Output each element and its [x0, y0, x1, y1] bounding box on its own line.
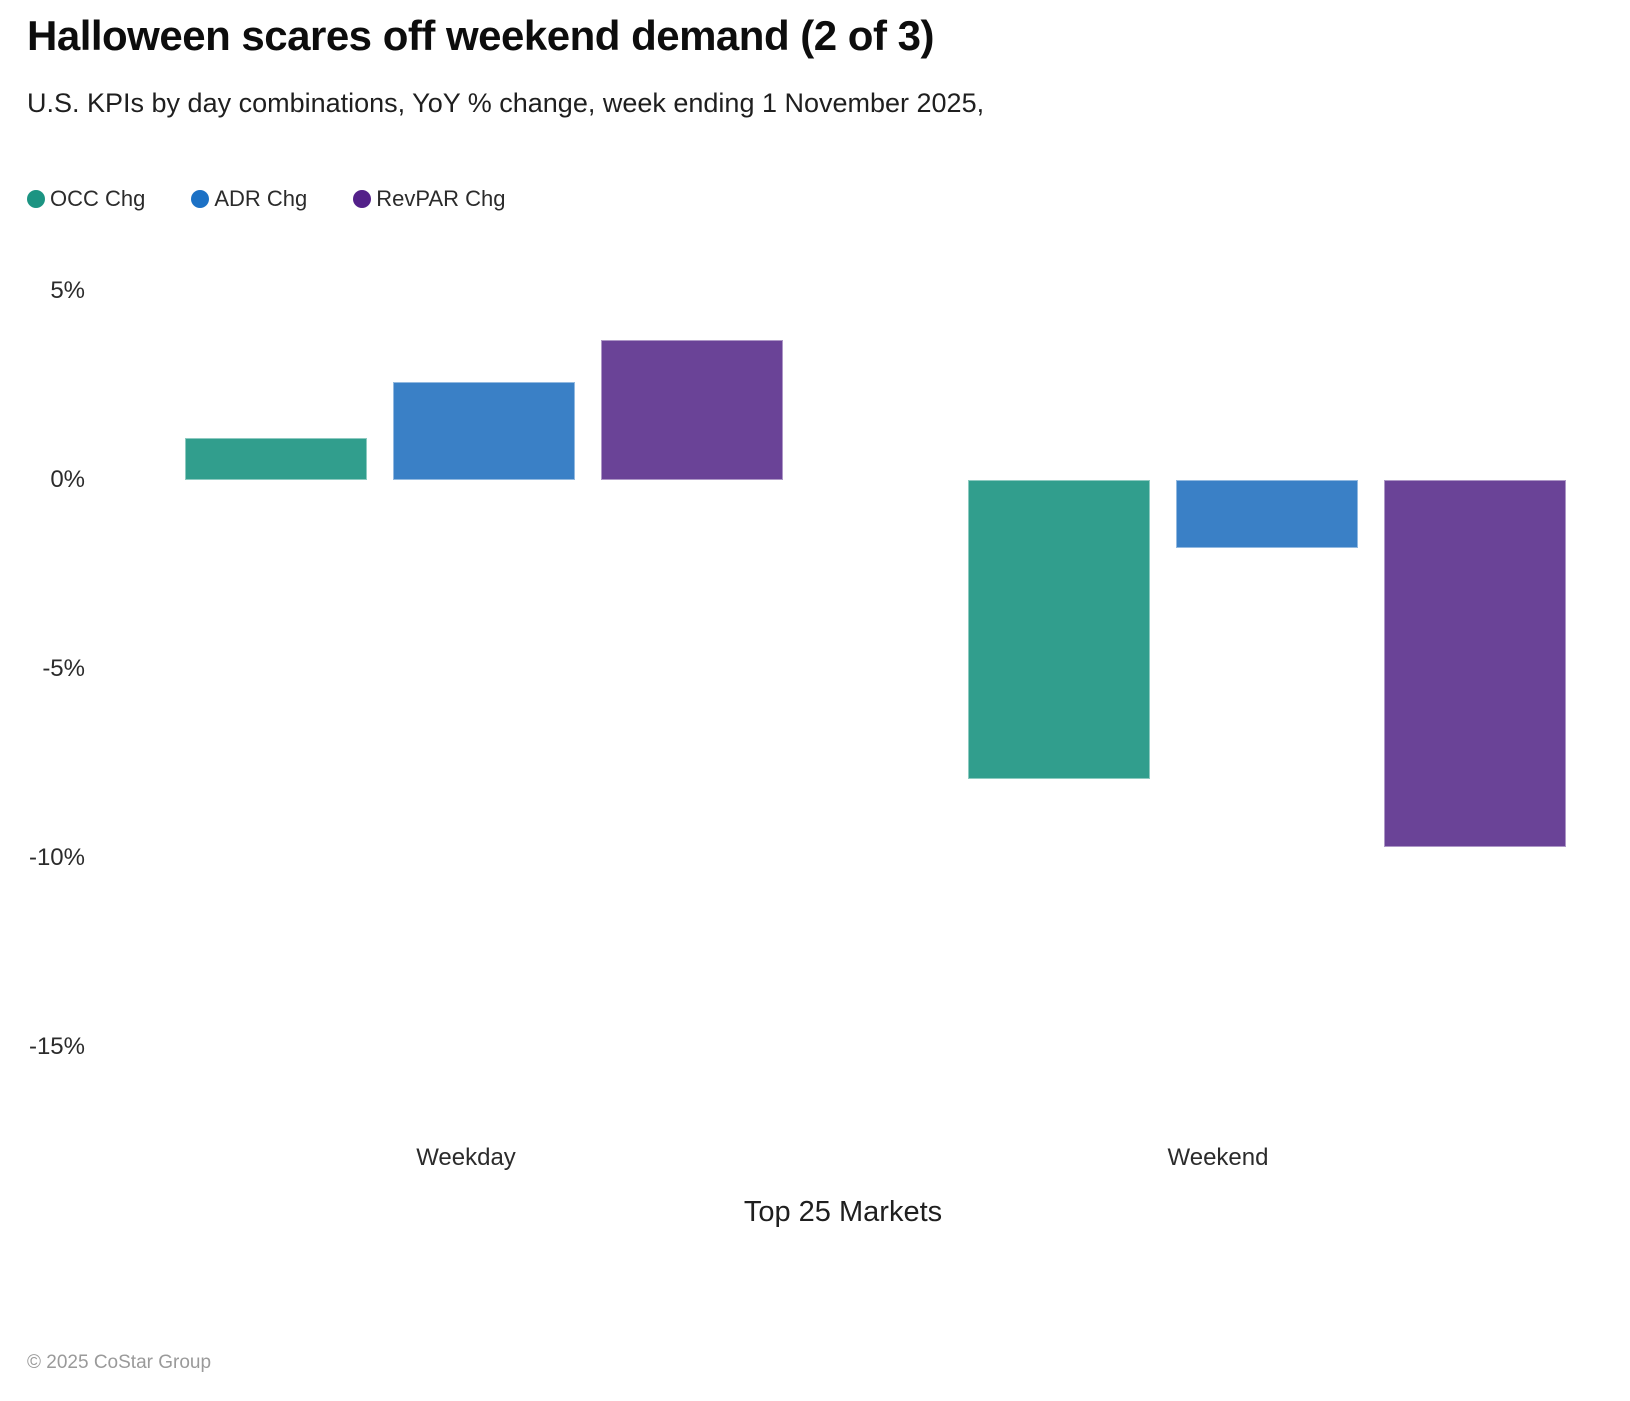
footer-copyright: © 2025 CoStar Group	[27, 1352, 212, 1373]
y-axis-tick-label: 0%	[50, 466, 85, 493]
y-axis-tick-label: -5%	[42, 655, 85, 682]
x-axis-title: Top 25 Markets	[743, 1196, 943, 1228]
x-axis-category-label: Weekday	[416, 1144, 516, 1171]
bar-weekday-occ-chg	[185, 438, 367, 480]
chart-title: Halloween scares off weekend demand (2 o…	[27, 12, 934, 59]
legend-item-adr-chg[interactable]: ADR Chg	[191, 186, 307, 212]
legend-label: ADR Chg	[214, 186, 308, 211]
legend-item-occ-chg[interactable]: OCC Chg	[27, 186, 145, 212]
legend-label: RevPAR Chg	[376, 186, 506, 211]
bar-weekday-revpar-chg	[601, 340, 783, 480]
legend-item-revpar-chg[interactable]: RevPAR Chg	[353, 186, 505, 212]
bar-weekend-revpar-chg	[1384, 480, 1566, 847]
legend-marker-icon	[27, 190, 45, 208]
chart-subtitle: U.S. KPIs by day combinations, YoY % cha…	[27, 88, 985, 118]
bar-weekend-occ-chg	[968, 480, 1150, 779]
bar-weekday-adr-chg	[393, 381, 575, 480]
y-axis-tick-label: -10%	[28, 844, 85, 871]
legend: OCC Chg ADR Chg RevPAR Chg	[27, 186, 505, 212]
y-axis-tick-label: -15%	[28, 1033, 85, 1060]
y-axis-tick-label: 5%	[50, 277, 85, 304]
legend-label: OCC Chg	[50, 186, 146, 211]
legend-marker-icon	[353, 190, 372, 208]
x-axis-category-label: Weekend	[1167, 1144, 1269, 1171]
legend-marker-icon	[191, 190, 210, 208]
bar-weekend-adr-chg	[1176, 480, 1358, 549]
